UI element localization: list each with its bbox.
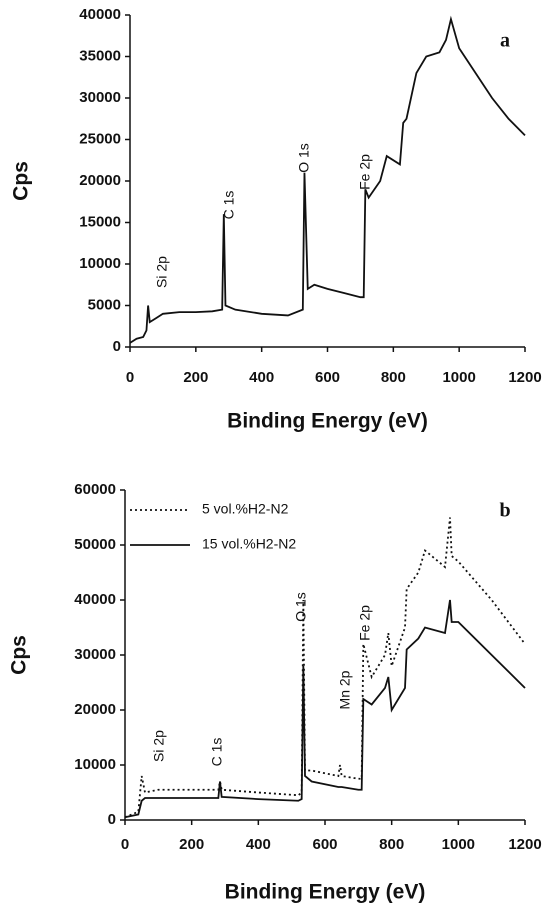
y-axis-title: Cps — [10, 161, 33, 201]
y-tick-label: 0 — [113, 338, 121, 355]
y-tick-label: 10000 — [74, 756, 116, 773]
spectrum-line — [124, 517, 526, 819]
x-tick-label: 200 — [183, 369, 208, 386]
peak-annotation: C 1s — [209, 738, 225, 767]
x-tick-label: 1000 — [442, 836, 475, 853]
y-tick-label: 50000 — [74, 536, 116, 553]
panel-label: b — [499, 500, 510, 522]
x-tick-label: 600 — [315, 369, 340, 386]
peak-annotation: Si 2p — [154, 256, 170, 288]
x-tick-label: 400 — [246, 836, 271, 853]
y-tick-label: 60000 — [74, 481, 116, 498]
peak-annotation: Fe 2p — [357, 154, 373, 190]
y-tick-label: 5000 — [88, 296, 121, 313]
x-tick-label: 600 — [312, 836, 337, 853]
y-axis-title: Cps — [8, 635, 31, 675]
spectrum-line — [124, 599, 526, 819]
y-tick-label: 30000 — [74, 646, 116, 663]
y-tick-label: 0 — [108, 811, 116, 828]
x-tick-label: 400 — [249, 369, 274, 386]
x-axis-title: Binding Energy (eV) — [225, 881, 426, 904]
peak-annotation: O 1s — [296, 143, 312, 173]
x-axis-title: Binding Energy (eV) — [227, 410, 428, 433]
y-tick-label: 20000 — [79, 172, 121, 189]
x-tick-label: 800 — [381, 369, 406, 386]
y-tick-label: 25000 — [79, 130, 121, 147]
x-tick-label: 1000 — [442, 369, 475, 386]
y-tick-label: 30000 — [79, 89, 121, 106]
y-tick-label: 40000 — [74, 591, 116, 608]
spectrum-line — [129, 15, 526, 344]
x-tick-label: 0 — [126, 369, 134, 386]
x-tick-label: 800 — [379, 836, 404, 853]
x-tick-label: 200 — [179, 836, 204, 853]
x-tick-label: 1200 — [508, 836, 541, 853]
x-tick-label: 1200 — [508, 369, 541, 386]
panel-label: a — [500, 30, 510, 52]
y-tick-label: 20000 — [74, 701, 116, 718]
peak-annotation: Fe 2p — [357, 605, 373, 641]
legend-label: 15 vol.%H2-N2 — [202, 536, 296, 552]
y-tick-label: 10000 — [79, 255, 121, 272]
y-tick-label: 35000 — [79, 47, 121, 64]
y-tick-label: 40000 — [79, 6, 121, 23]
peak-annotation: O 1s — [293, 592, 309, 622]
legend-label: 5 vol.%H2-N2 — [202, 501, 289, 517]
x-tick-label: 0 — [121, 836, 129, 853]
peak-annotation: C 1s — [221, 191, 237, 220]
peak-annotation: Mn 2p — [337, 670, 353, 709]
peak-annotation: Si 2p — [151, 730, 167, 762]
y-tick-label: 15000 — [79, 213, 121, 230]
